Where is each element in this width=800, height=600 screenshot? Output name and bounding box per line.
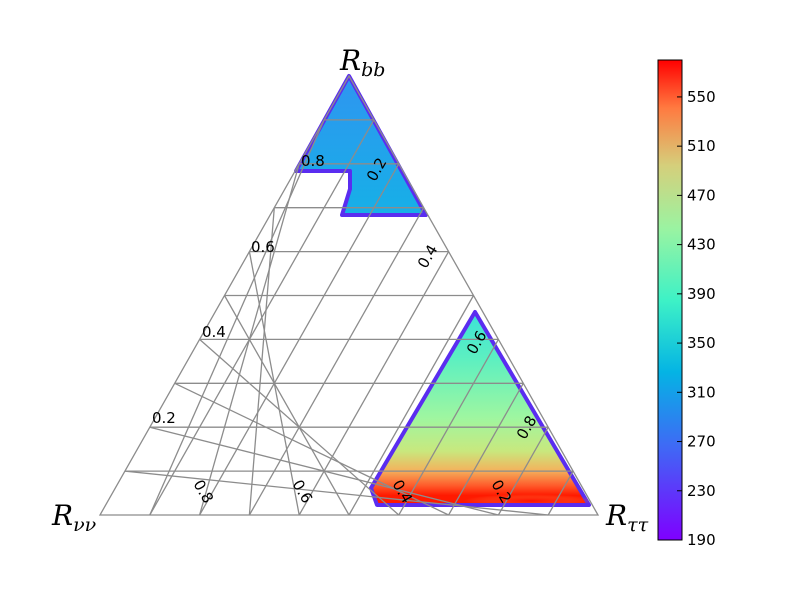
left-tick-label-2: 0.4: [202, 323, 226, 341]
grid-line-right-parallel: [174, 382, 449, 516]
colorbar-ticks: 190 230 270 310 350 390 430 470 510 550: [677, 88, 716, 549]
corner-label-top: Rbb: [339, 44, 385, 81]
colorbar-tick-label: 550: [687, 88, 716, 106]
left-tick-label-3: 0.6: [251, 238, 275, 256]
colorbar-tick-label: 510: [687, 137, 716, 155]
colorbar-tick-label: 270: [687, 433, 716, 451]
colorbar-tick-label: 430: [687, 236, 716, 254]
colorbar: 190 230 270 310 350 390 430 470 510 550: [657, 59, 716, 549]
bottom-tick-label-4: 0.8: [190, 477, 218, 507]
upper-region: [294, 74, 428, 217]
grid-line-left-parallel: [448, 382, 524, 516]
colorbar-tick-label: 350: [687, 334, 716, 352]
left-tick-label-1: 0.2: [152, 409, 176, 427]
grid-line-left-parallel: [547, 470, 574, 516]
lower-region: [369, 310, 591, 507]
colorbar-tick-label: 390: [687, 285, 716, 303]
ternary-grid: [124, 119, 574, 516]
colorbar-tick-label: 190: [687, 531, 716, 549]
grid-line-right-parallel: [223, 295, 350, 516]
grid-line-left-parallel: [348, 295, 475, 516]
grid-line-left-parallel: [248, 207, 425, 516]
colorbar-scale: [657, 59, 683, 541]
left-tick-label-4: 0.8: [301, 152, 325, 170]
colorbar-tick-label: 470: [687, 186, 716, 204]
colorbar-tick-label: 310: [687, 383, 716, 401]
ternary-frame: [98, 74, 600, 516]
corner-label-right: Rττ: [605, 499, 649, 536]
corner-label-left: Rνν: [51, 499, 97, 536]
grid-line-right-parallel: [124, 470, 549, 516]
right-tick-label-2: 0.4: [414, 242, 442, 272]
colorbar-tick-label: 230: [687, 482, 716, 500]
